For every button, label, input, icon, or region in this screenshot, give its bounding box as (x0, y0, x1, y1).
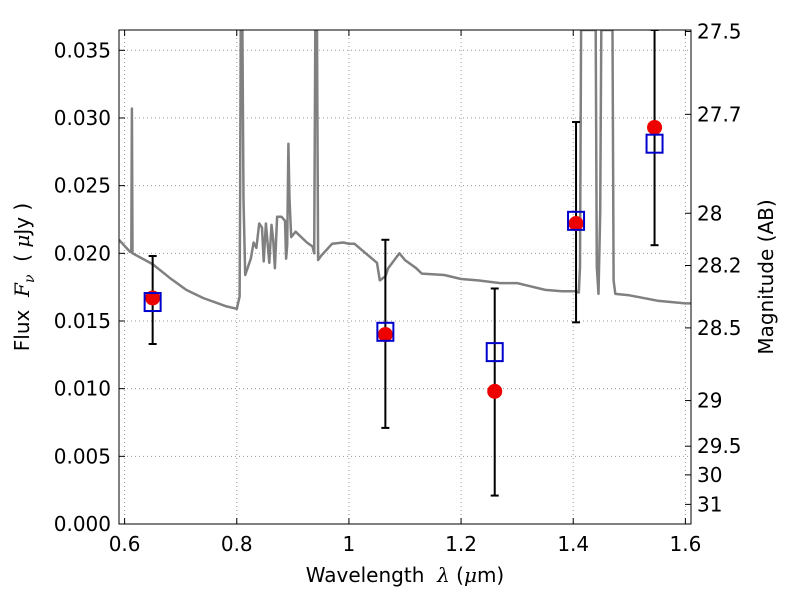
observed-point (145, 290, 161, 306)
model-photometry-square (376, 321, 395, 342)
y-axis-title: Flux Fν ( μJy ) (10, 203, 38, 351)
model-photometry-square (485, 342, 504, 363)
x-tick-label: 1.6 (669, 532, 701, 556)
observed-points (145, 119, 663, 399)
model-photometry-square (645, 133, 664, 154)
y-tick-label: 0.030 (54, 106, 111, 130)
y2-tick-label: 29 (697, 389, 722, 413)
model-photometry-square (143, 292, 162, 313)
y-tick-label: 0.010 (54, 377, 111, 401)
model-photometry-square (567, 210, 586, 231)
y-tick-label: 0.035 (54, 38, 111, 62)
y2-tick-label: 29.5 (697, 434, 742, 458)
y-tick-label: 0.000 (54, 512, 111, 536)
plot-frame (118, 29, 692, 525)
x-tick-label: 1.4 (557, 532, 589, 556)
y2-tick-label: 27.5 (697, 19, 742, 43)
axis-ticks: 0.6 0.8 1 1.2 1.4 1.6 0.000 0.005 0.010 0.015 0.02… (54, 19, 742, 556)
observed-point (568, 216, 584, 232)
x-tick-label: 0.8 (221, 532, 253, 556)
y2-tick-label: 28 (697, 201, 722, 225)
y-tick-label: 0.025 (54, 174, 111, 198)
model-spectrum (119, 30, 691, 311)
y-tick-label: 0.015 (54, 309, 111, 333)
plot-area (119, 30, 691, 524)
observed-point (377, 327, 393, 343)
model-photometry-points (143, 133, 664, 363)
y2-tick-label: 27.7 (697, 102, 742, 126)
y2-tick-label: 28.5 (697, 316, 742, 340)
y-tick-label: 0.005 (54, 444, 111, 468)
x-tick-label: 1 (343, 532, 356, 556)
y-tick-label: 0.020 (54, 241, 111, 265)
y2-tick-label: 30 (697, 463, 722, 487)
model-spectrum-line (119, 30, 691, 311)
y2-axis-title: Magnitude (AB) (754, 199, 778, 354)
x-tick-label: 0.6 (109, 532, 141, 556)
x-axis-title: Wavelength λ (μm) (306, 563, 505, 587)
observed-point (487, 383, 503, 399)
y2-tick-label: 28.2 (697, 253, 742, 277)
y2-tick-label: 31 (697, 492, 722, 516)
observed-point (647, 119, 663, 135)
x-tick-label: 1.2 (445, 532, 477, 556)
